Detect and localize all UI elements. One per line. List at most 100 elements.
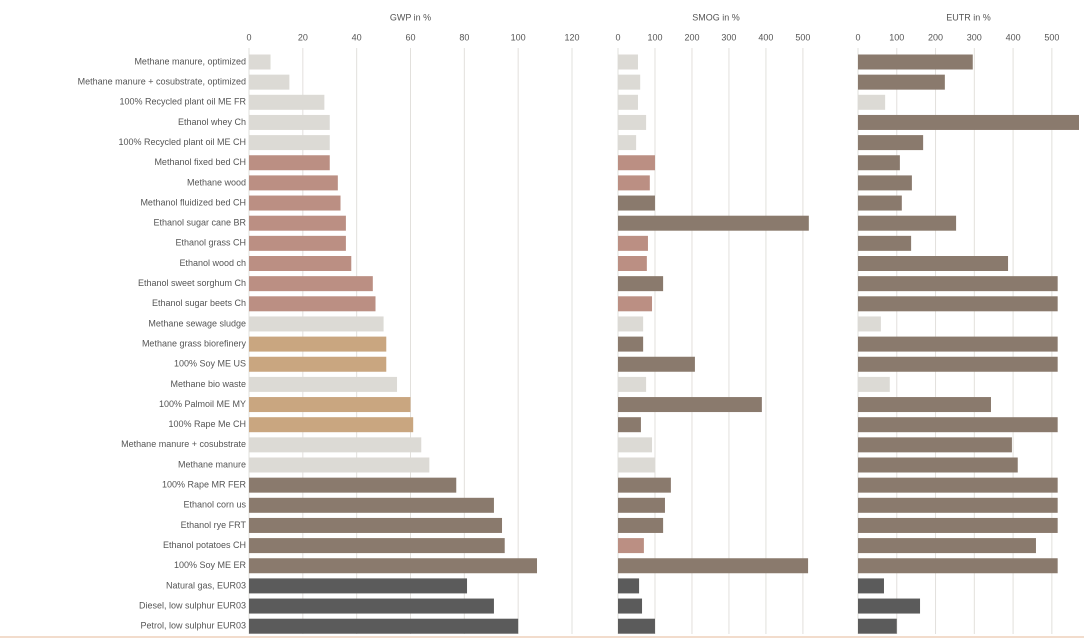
bar [249, 296, 376, 312]
bar [858, 54, 973, 70]
bar [858, 256, 1009, 271]
category-label: Diesel, low sulphur EUR03 [139, 600, 246, 610]
bar [858, 417, 1058, 433]
bar [618, 256, 647, 271]
bar [249, 336, 387, 352]
x-tick-label: 100 [647, 32, 662, 42]
bar [249, 135, 330, 151]
bar [249, 598, 494, 614]
bar [618, 457, 655, 473]
category-label: Ethanol whey Ch [178, 117, 246, 127]
x-tick-label: 400 [1006, 32, 1021, 42]
category-label: Methane manure, optimized [134, 56, 246, 66]
category-label: 100% Recycled plant oil ME FR [119, 97, 246, 107]
category-label: Methanol fixed bed CH [154, 157, 246, 167]
bar [858, 276, 1058, 292]
panel-title: SMOG in % [692, 12, 740, 22]
category-label: Ethanol sugar cane BR [153, 218, 246, 228]
category-label: Petrol, low sulphur EUR03 [140, 621, 246, 631]
bar [618, 135, 637, 151]
bar [618, 336, 644, 352]
bar [618, 417, 641, 433]
bar [249, 155, 330, 171]
bar [618, 155, 655, 171]
bar [249, 437, 422, 453]
bar [618, 175, 650, 191]
category-label: Methane manure + cosubstrate, optimized [78, 77, 246, 87]
bar [618, 54, 638, 70]
bar [249, 74, 290, 90]
bar [618, 497, 665, 513]
bar [858, 578, 884, 594]
category-label: 100% Rape MR FER [162, 480, 247, 490]
bar [249, 195, 341, 211]
bar [858, 457, 1018, 473]
bar [249, 356, 387, 372]
bar [249, 276, 373, 292]
category-label: Methanol fluidized bed CH [140, 197, 246, 207]
bar [858, 598, 921, 614]
bar [249, 376, 398, 392]
bar [858, 175, 912, 191]
panel-title: EUTR in % [946, 12, 991, 22]
bar [249, 397, 411, 413]
bar [858, 135, 924, 151]
bar [858, 618, 897, 634]
bar [249, 175, 338, 191]
category-label: Ethanol wood ch [179, 258, 246, 268]
category-label: Methane wood [187, 177, 246, 187]
x-tick-label: 0 [855, 32, 860, 42]
bar [858, 215, 957, 231]
bar [858, 195, 902, 211]
bar [249, 114, 330, 130]
bar [249, 538, 505, 554]
bar [249, 558, 538, 574]
bar [858, 538, 1036, 554]
category-label: Natural gas, EUR03 [166, 580, 246, 590]
x-tick-label: 200 [684, 32, 699, 42]
bar [858, 114, 1079, 130]
bar [858, 477, 1058, 493]
bar [858, 517, 1058, 533]
bar [249, 215, 346, 231]
bar [249, 517, 503, 533]
bar [249, 316, 384, 332]
x-tick-label: 500 [1044, 32, 1059, 42]
bar [858, 376, 890, 392]
bar [618, 598, 643, 614]
bar [249, 256, 352, 271]
bar [858, 437, 1012, 453]
category-label: Ethanol corn us [183, 500, 246, 510]
category-label: 100% Rape Me CH [168, 419, 246, 429]
bar [618, 195, 655, 211]
category-label: Ethanol rye FRT [181, 520, 247, 530]
bar [618, 215, 809, 231]
bar [858, 356, 1058, 372]
bar [618, 517, 664, 533]
bar [249, 618, 519, 634]
bar [618, 558, 809, 574]
bar [249, 54, 271, 70]
bar [249, 578, 468, 594]
category-label: Methane bio waste [170, 379, 246, 389]
bar [618, 477, 671, 493]
x-tick-label: 60 [405, 32, 415, 42]
bar [858, 497, 1058, 513]
bar [618, 376, 647, 392]
category-label: Methane grass biorefinery [142, 338, 247, 348]
bar [858, 558, 1058, 574]
category-label: 100% Palmoil ME MY [159, 399, 246, 409]
bar [618, 94, 638, 110]
x-tick-label: 20 [298, 32, 308, 42]
x-tick-label: 0 [615, 32, 620, 42]
bar [618, 618, 655, 634]
category-label: 100% Soy ME US [174, 359, 246, 369]
x-tick-label: 300 [721, 32, 736, 42]
category-label: Ethanol grass CH [175, 238, 246, 248]
bar [618, 114, 647, 130]
category-label: Ethanol sweet sorghum Ch [138, 278, 246, 288]
x-tick-label: 80 [459, 32, 469, 42]
bar [618, 437, 653, 453]
x-tick-label: 300 [967, 32, 982, 42]
